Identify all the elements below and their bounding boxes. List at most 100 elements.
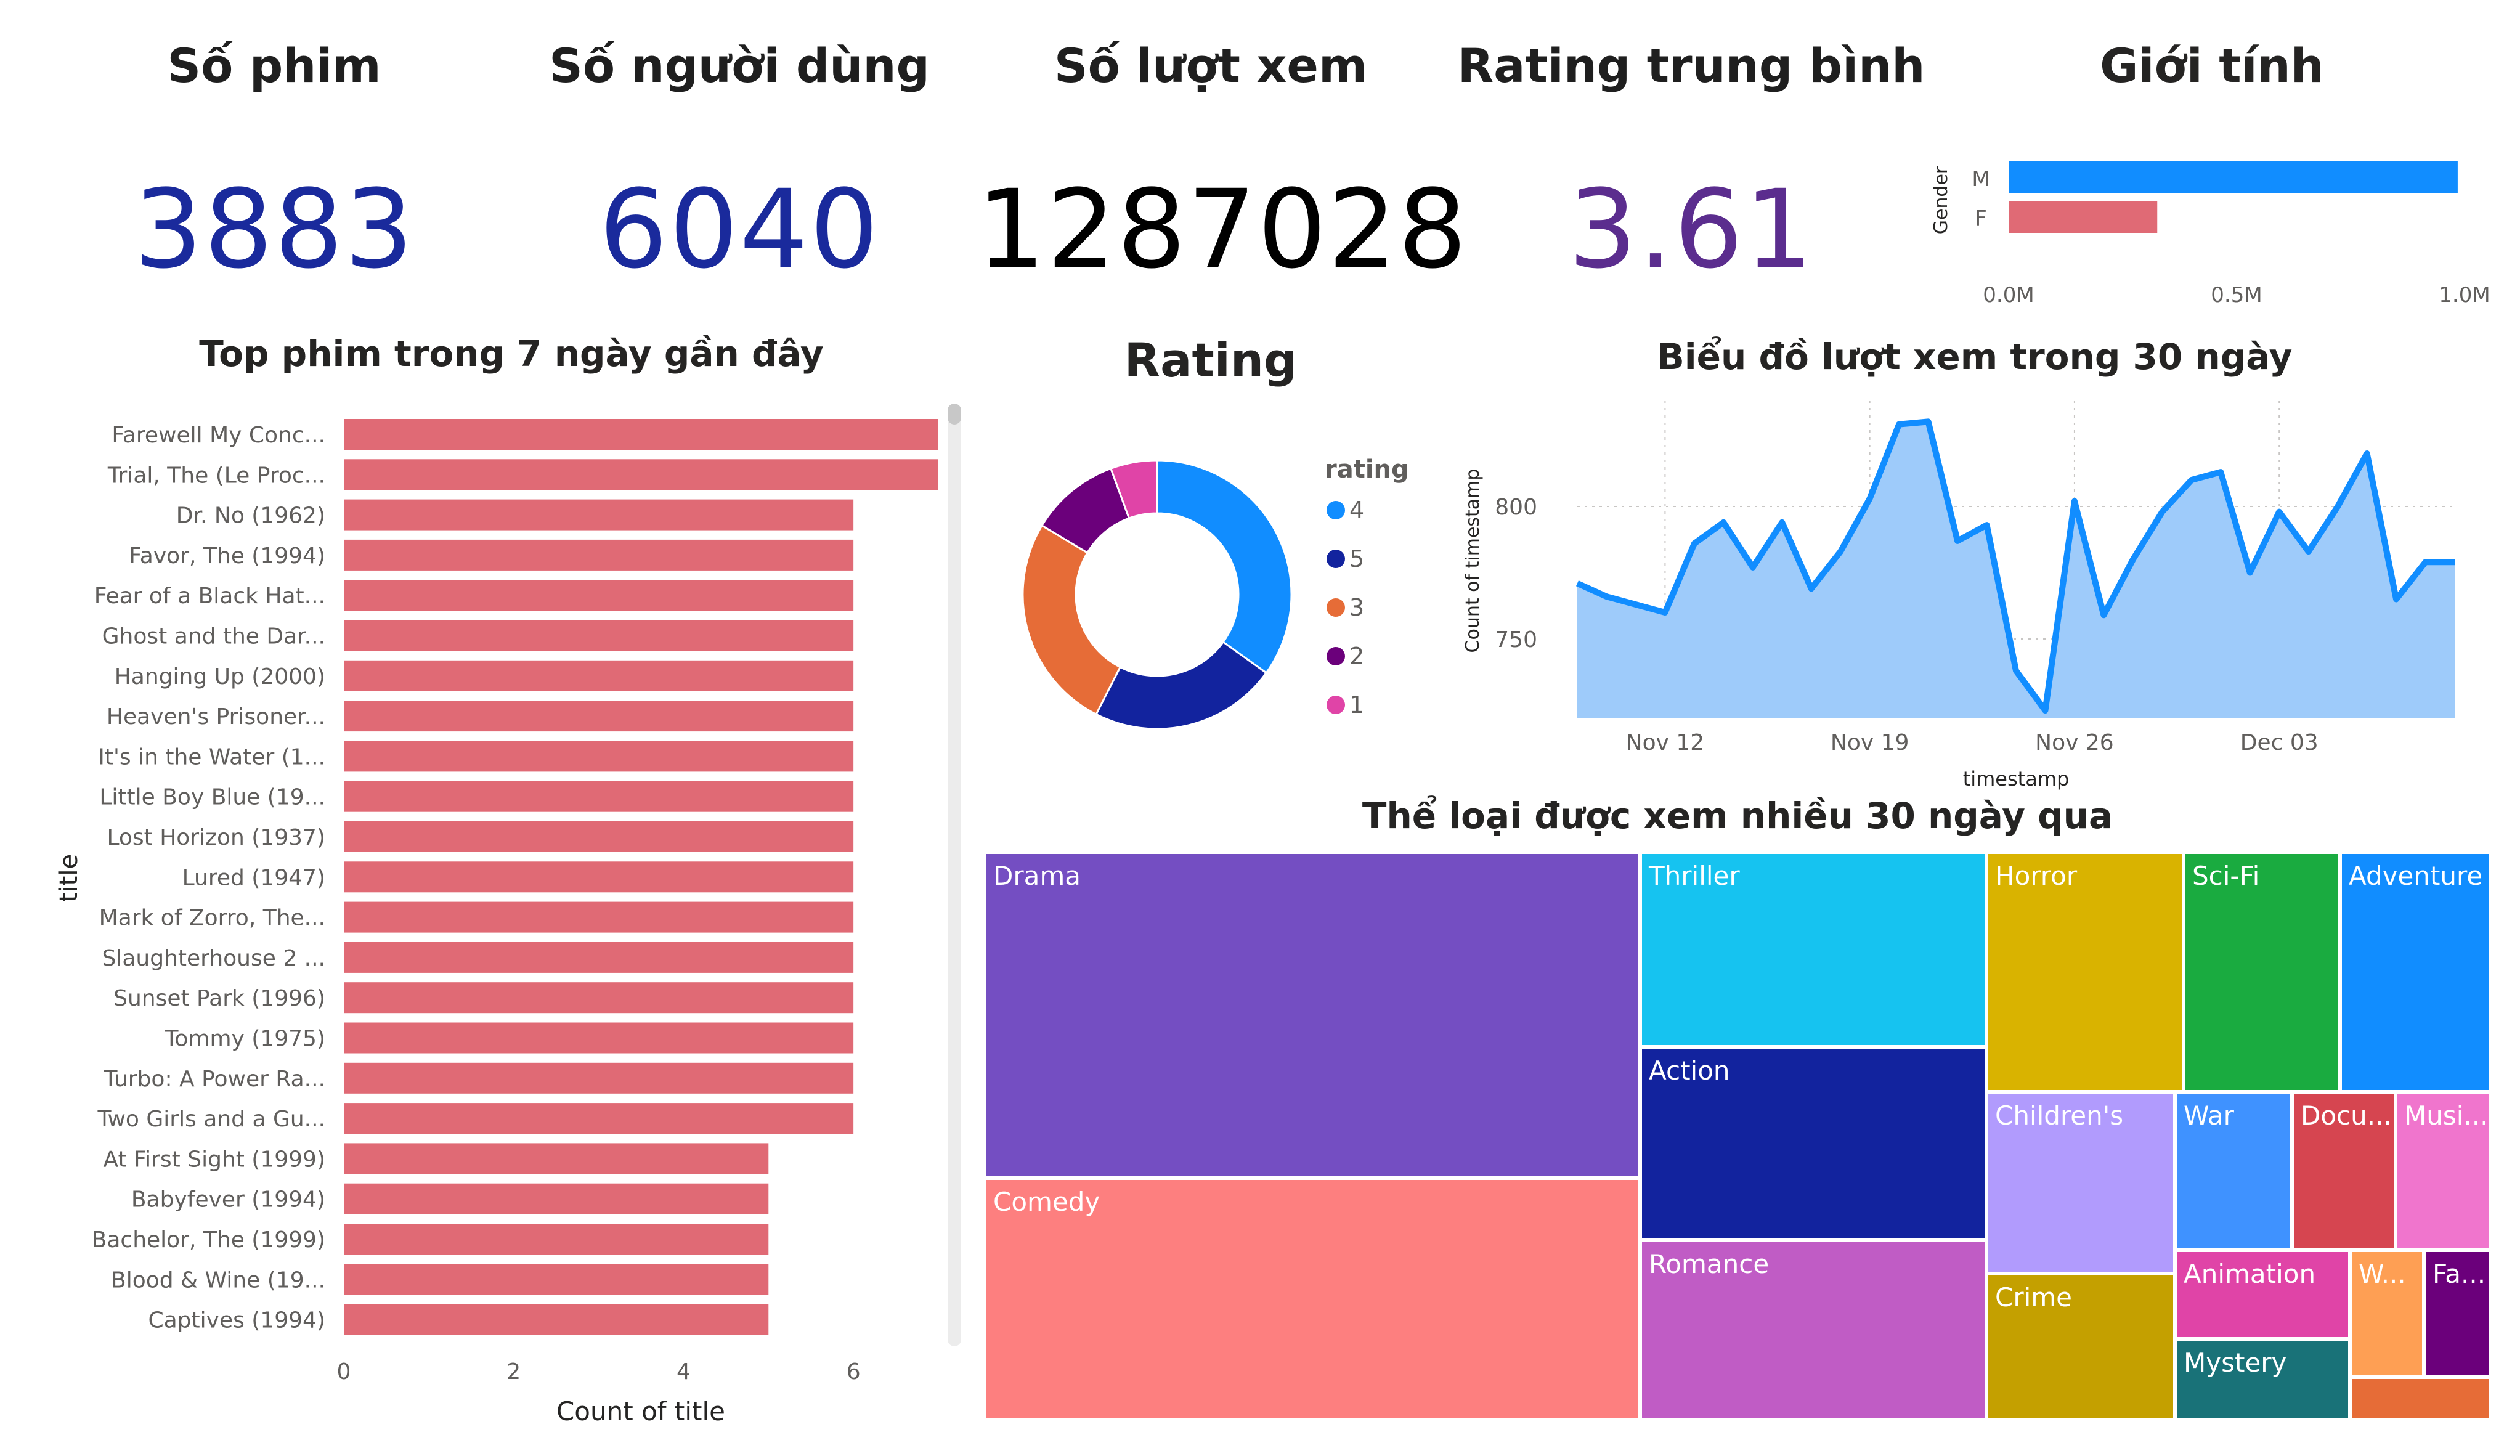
treemap-cell-mystery — [2175, 1339, 2350, 1420]
film-title-label: Heaven's Prisoner... — [107, 704, 325, 730]
film-bar — [344, 1304, 769, 1335]
donut-legend-marker — [1327, 696, 1345, 714]
treemap-cell-other — [2350, 1377, 2490, 1420]
area-line — [1575, 418, 2455, 714]
gender-category-label: M — [1972, 167, 1990, 192]
film-title-label: Bachelor, The (1999) — [92, 1227, 325, 1253]
treemap-cell-musi — [2396, 1092, 2490, 1250]
donut-legend-marker — [1327, 550, 1345, 568]
top-films-title: Top phim trong 7 ngày gần đây — [199, 333, 824, 375]
area-y-tick-label: 750 — [1495, 627, 1537, 653]
film-title-label: Fear of a Black Hat... — [94, 584, 325, 609]
gender-axis-label: Gender — [1930, 166, 1952, 234]
donut-slice-rating-1 — [1109, 459, 1158, 520]
area-y-tick-label: 800 — [1495, 495, 1537, 520]
treemap-label-drama: Drama — [993, 861, 1081, 891]
film-title-label: At First Sight (1999) — [103, 1147, 325, 1172]
film-title-label: Babyfever (1994) — [131, 1187, 325, 1213]
film-title-label: Trial, The (Le Proc... — [107, 463, 325, 488]
donut-legend-marker — [1327, 501, 1345, 519]
films-scrollbar-thumb[interactable] — [948, 404, 961, 425]
film-title-label: Turbo: A Power Ra... — [103, 1067, 325, 1092]
treemap-label-adventure: Adventure — [2349, 861, 2483, 891]
kpi-views-label: Số lượt xem — [1054, 38, 1368, 93]
kpi-rating-value: 3.61 — [1568, 166, 1815, 293]
treemap-label-docu: Docu... — [2301, 1100, 2392, 1131]
treemap-cell-adventure — [2340, 852, 2490, 1092]
film-x-axis-label: Count of title — [556, 1396, 725, 1426]
film-bar — [344, 982, 854, 1014]
gender-tick-label: 0.5M — [2211, 283, 2262, 307]
film-title-label: Hanging Up (2000) — [115, 664, 325, 689]
gender-category-label: F — [1975, 206, 1987, 231]
film-bar — [344, 1022, 854, 1054]
treemap-label-horror: Horror — [1995, 861, 2078, 891]
treemap-cell-childrens — [1986, 1092, 2175, 1274]
treemap-label-war: War — [2184, 1100, 2234, 1131]
film-bar — [344, 781, 854, 812]
film-bar — [344, 1062, 854, 1094]
film-bar — [344, 620, 854, 651]
film-bar — [344, 861, 854, 893]
area-fill — [1577, 421, 2455, 718]
film-title-label: Ghost and the Dar... — [102, 624, 325, 649]
film-title-label: Favor, The (1994) — [129, 543, 325, 569]
films-scrollbar[interactable] — [948, 404, 961, 1346]
treemap-label-mystery: Mystery — [2184, 1348, 2287, 1378]
treemap-label-childrens: Children's — [1995, 1100, 2124, 1131]
film-title-label: Mark of Zorro, The... — [99, 906, 325, 931]
film-tick-label: 6 — [847, 1359, 861, 1385]
film-title-label: Lured (1947) — [182, 865, 325, 890]
film-bar — [344, 942, 854, 973]
top-films-chart: Farewell My Conc... Trial, The (Le Proc..… — [55, 419, 938, 1426]
treemap-label-comedy: Comedy — [993, 1187, 1100, 1217]
film-title-label: Captives (1994) — [148, 1308, 325, 1333]
donut-legend-label: 5 — [1349, 545, 1364, 572]
rating-donut-title: Rating — [1124, 333, 1298, 388]
donut-legend-label: 4 — [1349, 497, 1364, 524]
views-chart-title: Biểu đồ lượt xem trong 30 ngày — [1657, 336, 2293, 378]
donut-legend-marker — [1327, 647, 1345, 665]
kpi-rating-label: Rating trung bình — [1457, 38, 1925, 93]
treemap-cell-crime — [1986, 1274, 2175, 1420]
donut-legend-title: rating — [1325, 455, 1409, 484]
treemap-cell-thriller — [1640, 852, 1986, 1047]
film-bar — [344, 1143, 769, 1174]
film-bar — [344, 701, 854, 732]
kpi-views-value: 1287028 — [977, 166, 1468, 293]
views-area-chart: 800 750 Nov 12 Nov 19 Nov 26 Dec 03 timestamp C… — [1462, 401, 2455, 791]
donut-legend-label: 1 — [1349, 691, 1364, 718]
film-bar — [344, 1103, 854, 1134]
treemap-cell-war — [2175, 1092, 2292, 1250]
film-title-label: Two Girls and a Gu... — [97, 1107, 325, 1132]
film-tick-label: 4 — [677, 1359, 691, 1385]
donut-slice-rating-5 — [1095, 640, 1268, 730]
film-title-label: Slaughterhouse 2 ... — [102, 946, 325, 971]
treemap-cell-docu — [2292, 1092, 2396, 1250]
gender-tick-label: 1.0M — [2439, 283, 2490, 307]
film-title-label: Sunset Park (1996) — [113, 986, 325, 1011]
film-bar — [344, 459, 938, 490]
gender-bar-F — [2009, 201, 2158, 233]
treemap-title: Thể loại được xem nhiều 30 ngày qua — [1362, 795, 2113, 837]
treemap-label-thriller: Thriller — [1649, 861, 1740, 891]
film-bar — [344, 1224, 769, 1255]
treemap-cell-scifi — [2184, 852, 2340, 1092]
treemap-label-romance: Romance — [1649, 1249, 1770, 1279]
treemap-cell-drama — [985, 852, 1640, 1178]
treemap-cell-fa — [2424, 1250, 2490, 1377]
treemap-cell-comedy — [985, 1178, 1640, 1420]
film-bar — [344, 901, 854, 933]
treemap-label-w: W... — [2359, 1259, 2406, 1289]
area-x-tick-label: Nov 19 — [1831, 730, 1909, 755]
film-bar — [344, 821, 854, 852]
film-title-label: It's in the Water (1... — [98, 744, 325, 770]
gender-chart: MF Gender 0.0M 0.5M 1.0M — [1930, 161, 2490, 307]
donut-slice-rating-3 — [1022, 524, 1122, 716]
film-bar — [344, 1264, 769, 1295]
treemap-label-animation: Animation — [2184, 1259, 2316, 1289]
film-bar — [344, 499, 854, 531]
treemap-label-action: Action — [1649, 1055, 1730, 1086]
film-title-label: Farewell My Conc... — [112, 423, 325, 448]
film-y-axis-label: title — [55, 854, 83, 902]
